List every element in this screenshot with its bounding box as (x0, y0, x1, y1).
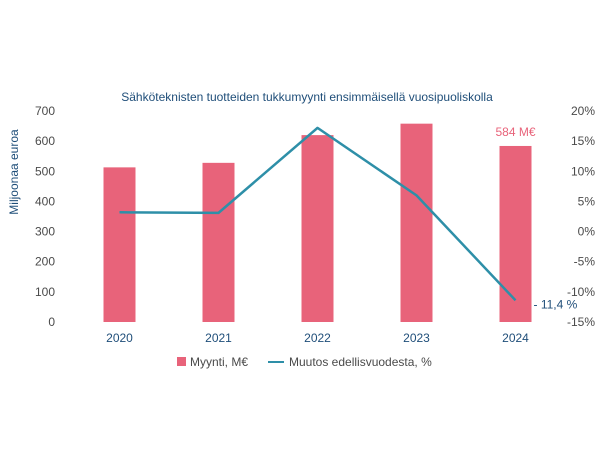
y2-tick-label: 20% (571, 104, 595, 118)
bar-value-label: 584 M€ (495, 125, 535, 139)
x-tick-label: 2021 (205, 331, 232, 345)
y-axis-ticks: 0 100 200 300 400 500 600 700 (35, 104, 55, 329)
line-value-label: - 11,4 % (534, 297, 578, 311)
bar (202, 162, 235, 322)
x-tick-label: 2024 (502, 331, 529, 345)
y-tick-label: 300 (35, 225, 55, 239)
bar (301, 135, 334, 322)
bar (400, 123, 433, 322)
x-tick-label: 2020 (106, 331, 133, 345)
line-series (119, 126, 517, 302)
y2-tick-label: 10% (571, 164, 595, 178)
legend-label-change: Muutos edellisvuodesta, % (289, 355, 432, 369)
legend: Myynti, M€ Muutos edellisvuodesta, % (177, 355, 432, 369)
y2-tick-label: 15% (571, 134, 595, 148)
x-axis-ticks: 2020 2021 2022 2023 2024 (106, 331, 529, 345)
bar (103, 167, 136, 322)
y-tick-label: 600 (35, 134, 55, 148)
x-tick-label: 2023 (403, 331, 430, 345)
y2-tick-label: -15% (567, 315, 595, 329)
y2-axis-ticks: -15% -10% -5% 0% 5% 10% 15% 20% (567, 104, 595, 329)
bar (499, 145, 532, 322)
y2-tick-label: -5% (574, 255, 596, 269)
y2-tick-label: 0% (578, 225, 596, 239)
x-tick-label: 2022 (304, 331, 331, 345)
y-tick-label: 0 (48, 315, 55, 329)
y2-tick-label: -10% (567, 285, 595, 299)
y-tick-label: 100 (35, 285, 55, 299)
bar-series (103, 123, 532, 322)
legend-label-sales: Myynti, M€ (190, 355, 248, 369)
y-axis-label: Miljoonaa euroa (7, 129, 21, 215)
legend-swatch-sales (177, 357, 186, 366)
chart-title: Sähköteknisten tuotteiden tukkumyynti en… (121, 90, 493, 104)
y-tick-label: 400 (35, 194, 55, 208)
y-tick-label: 200 (35, 255, 55, 269)
y-tick-label: 700 (35, 104, 55, 118)
y-tick-label: 500 (35, 164, 55, 178)
y2-tick-label: 5% (578, 194, 596, 208)
